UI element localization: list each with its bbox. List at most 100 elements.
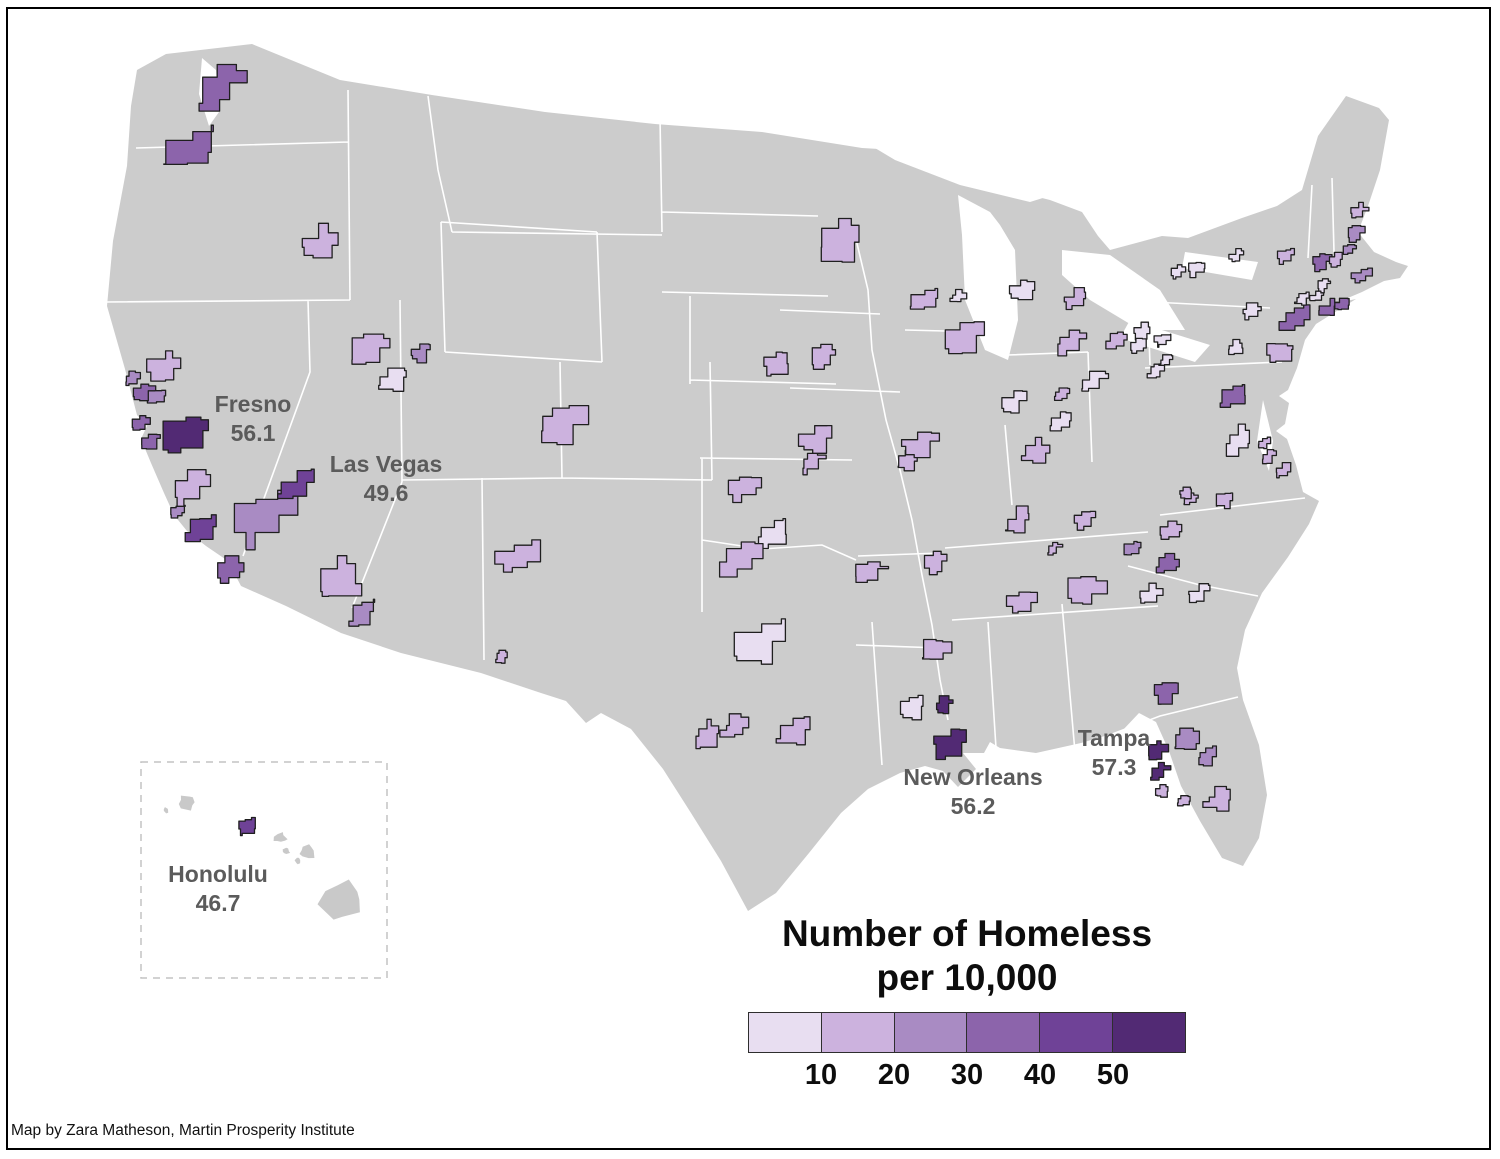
metro-area-blob bbox=[727, 476, 763, 504]
metro-area-blob bbox=[238, 816, 256, 837]
callout-city-name: Fresno bbox=[214, 391, 292, 417]
metro-area-blob bbox=[1350, 267, 1374, 284]
legend-title-line1: Number of Homeless bbox=[781, 913, 1153, 954]
metro-area-blob bbox=[1053, 387, 1071, 402]
metro-area-blob bbox=[174, 469, 212, 510]
hawaii-island-shape bbox=[178, 795, 195, 811]
metro-area-blob bbox=[1276, 247, 1296, 266]
metro-area-blob bbox=[1215, 492, 1234, 510]
metro-area-blob bbox=[1328, 251, 1343, 268]
metro-area-blob bbox=[1350, 201, 1370, 219]
metro-area-blob bbox=[1158, 354, 1174, 366]
metro-area-blob bbox=[132, 383, 157, 402]
metro-area-blob bbox=[1153, 333, 1172, 348]
metro-area-blob bbox=[1123, 540, 1142, 556]
metro-area-blob bbox=[811, 343, 837, 370]
metro-area-blob bbox=[1261, 448, 1278, 465]
metro-area-blob bbox=[921, 638, 953, 660]
legend-swatch bbox=[1111, 1012, 1186, 1053]
metro-area-blob bbox=[1130, 337, 1147, 354]
legend: Number of Homeless per 10,000 10 20 30 40 50 bbox=[748, 912, 1186, 1095]
metro-area-blob bbox=[1020, 436, 1051, 464]
legend-tick: 50 bbox=[1096, 1059, 1130, 1091]
callout-fresno: Fresno 56.1 bbox=[215, 390, 292, 448]
metro-area-blob bbox=[162, 416, 210, 454]
metro-area-blob bbox=[1081, 370, 1110, 392]
metro-area-blob bbox=[320, 555, 363, 598]
hawaii-island-shape bbox=[317, 879, 360, 920]
metro-area-blob bbox=[1067, 576, 1109, 605]
callout-city-name: New Orleans bbox=[903, 764, 1043, 790]
metro-area-blob bbox=[541, 404, 590, 446]
metro-area-blob bbox=[1309, 290, 1325, 302]
metro-area-blob bbox=[146, 389, 167, 404]
metro-area-blob bbox=[1198, 745, 1218, 767]
metro-area-blob bbox=[1312, 253, 1333, 273]
legend-swatch bbox=[893, 1012, 968, 1053]
metro-area-blob bbox=[1170, 264, 1187, 280]
metro-area-blob bbox=[1150, 761, 1172, 781]
metro-area-blob bbox=[1154, 784, 1169, 798]
metro-area-blob bbox=[1008, 279, 1036, 301]
lake-superior-shape bbox=[870, 140, 1062, 202]
metro-area-blob bbox=[1049, 411, 1072, 432]
metro-area-blob bbox=[719, 713, 750, 738]
callout-new-orleans: New Orleans 56.2 bbox=[903, 763, 1042, 821]
metro-area-blob bbox=[141, 433, 161, 450]
metro-area-blob bbox=[1219, 384, 1246, 408]
metro-area-blob bbox=[146, 350, 182, 382]
metro-area-blob bbox=[198, 63, 248, 112]
lake-huron-shape bbox=[1062, 250, 1185, 330]
metro-area-blob bbox=[1334, 297, 1350, 311]
metro-area-blob bbox=[797, 424, 833, 454]
metro-area-blob bbox=[1155, 552, 1180, 574]
metro-area-blob bbox=[163, 124, 214, 166]
metro-area-blob bbox=[900, 431, 941, 459]
metro-area-blob bbox=[217, 555, 245, 584]
metro-area-blob bbox=[1188, 583, 1211, 604]
metro-area-blob bbox=[170, 504, 186, 519]
legend-tick: 10 bbox=[804, 1059, 838, 1091]
hawaii-inset-box bbox=[140, 761, 388, 979]
hawaii-island-shape bbox=[273, 832, 288, 842]
legend-swatch bbox=[820, 1012, 895, 1053]
callout-city-name: Honolulu bbox=[168, 861, 268, 887]
metro-area-blob bbox=[718, 541, 764, 578]
metro-area-blob bbox=[1179, 486, 1192, 500]
callout-city-name: Las Vegas bbox=[329, 451, 443, 477]
metro-area-blob bbox=[763, 351, 789, 377]
hawaii-islands bbox=[163, 795, 360, 920]
metro-area-blob bbox=[1275, 461, 1292, 479]
metro-area-blob bbox=[1188, 261, 1206, 279]
metro-area-blob bbox=[733, 618, 787, 665]
legend-swatch bbox=[966, 1012, 1041, 1053]
lake-ontario-shape bbox=[1182, 252, 1258, 280]
metro-area-blob bbox=[695, 718, 720, 750]
metro-area-blob bbox=[775, 716, 811, 746]
hawaii-island-shape bbox=[299, 844, 315, 859]
metro-area-blob bbox=[378, 367, 407, 392]
metro-area-blob bbox=[1347, 225, 1366, 243]
us-mainland bbox=[105, 44, 1408, 979]
callout-city-value: 56.2 bbox=[950, 793, 996, 819]
metro-area-blob bbox=[935, 695, 954, 715]
metro-area-blob bbox=[1342, 244, 1358, 256]
callout-city-value: 57.3 bbox=[1091, 754, 1137, 780]
callout-city-value: 49.6 bbox=[363, 480, 409, 506]
metro-area-blob bbox=[1266, 342, 1294, 363]
metro-area-blob bbox=[949, 288, 968, 303]
metro-area-blob bbox=[1176, 795, 1191, 807]
hawaii-island-shape bbox=[163, 807, 169, 814]
metro-area-blob bbox=[1257, 436, 1272, 450]
metro-area-blob bbox=[1005, 591, 1039, 614]
metro-area-blob bbox=[1047, 541, 1064, 556]
legend-color-ramp bbox=[748, 1012, 1186, 1053]
legend-tick-labels: 10 20 30 40 50 bbox=[748, 1059, 1186, 1095]
legend-tick: 20 bbox=[877, 1059, 911, 1091]
hawaii-island-shape bbox=[294, 857, 301, 865]
metro-area-blob bbox=[1153, 682, 1179, 705]
metro-area-blob bbox=[348, 598, 376, 627]
lake-michigan-shape bbox=[958, 195, 1018, 360]
metro-area-blob bbox=[1004, 505, 1030, 534]
